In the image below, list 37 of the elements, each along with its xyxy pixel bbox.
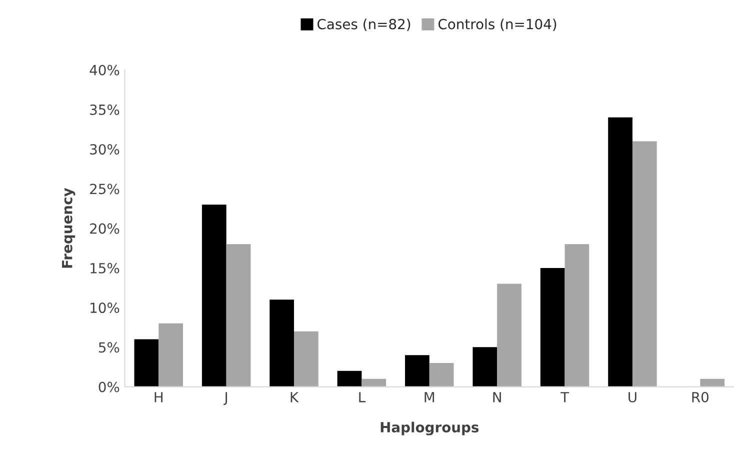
bar [632, 141, 657, 387]
x-axis-title: Haplogroups [380, 422, 479, 436]
legend-label: Cases (n=82) [318, 18, 410, 31]
bar [337, 370, 362, 387]
y-tick-label: 25% [90, 184, 120, 194]
y-tick-label: 15% [90, 262, 120, 274]
y-axis-title: Frequency [62, 188, 76, 268]
bar [564, 244, 590, 387]
bar [226, 244, 251, 387]
bar [405, 355, 430, 387]
x-tick-label: T [560, 392, 570, 402]
bar [497, 284, 522, 387]
y-tick-label: 20% [90, 223, 120, 234]
bar [472, 347, 498, 387]
x-tick-label: R0 [692, 392, 708, 402]
y-tick-label: 10% [90, 302, 120, 314]
y-tick-label: 0% [98, 382, 120, 392]
bar [540, 268, 565, 387]
y-tick-label: 35% [90, 104, 120, 115]
y-tick-label: 30% [90, 144, 120, 155]
y-tick-label: 40% [90, 64, 120, 76]
bar [202, 204, 226, 387]
bar [608, 117, 632, 387]
y-tick-label: 5% [98, 342, 120, 353]
x-tick-label: M [424, 392, 434, 402]
x-tick-label: N [493, 392, 501, 402]
bar [429, 363, 454, 387]
x-tick-label: J [224, 392, 227, 405]
x-tick-label: L [359, 392, 366, 402]
x-tick-label: K [290, 392, 299, 402]
legend-label: Controls (n=104) [438, 18, 556, 31]
x-tick-label: H [154, 392, 162, 402]
bar [294, 331, 318, 387]
bar [134, 339, 159, 387]
bar [158, 323, 183, 387]
x-tick-label: U [628, 392, 636, 402]
bar [270, 300, 294, 387]
